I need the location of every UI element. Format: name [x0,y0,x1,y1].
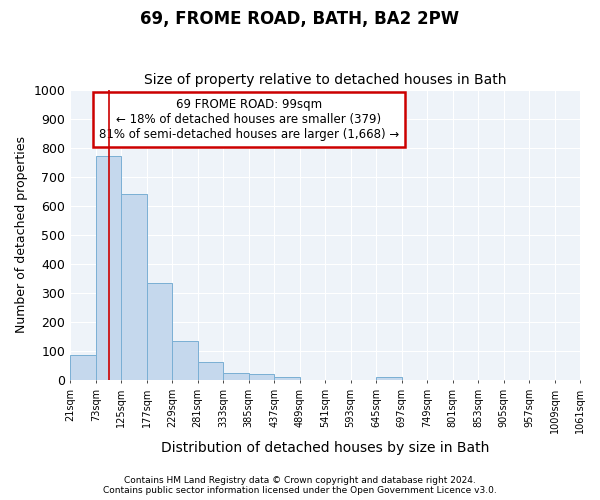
Y-axis label: Number of detached properties: Number of detached properties [15,136,28,333]
Text: Contains HM Land Registry data © Crown copyright and database right 2024.
Contai: Contains HM Land Registry data © Crown c… [103,476,497,495]
Bar [198,362,223,380]
X-axis label: Distribution of detached houses by size in Bath: Distribution of detached houses by size … [161,441,490,455]
Title: Size of property relative to detached houses in Bath: Size of property relative to detached ho… [144,73,506,87]
Bar [147,282,172,380]
Bar [70,355,96,380]
Bar [172,340,198,380]
Text: 69 FROME ROAD: 99sqm
← 18% of detached houses are smaller (379)
81% of semi-deta: 69 FROME ROAD: 99sqm ← 18% of detached h… [98,98,399,142]
Bar [248,374,274,380]
Bar [96,156,121,380]
Bar [376,377,401,380]
Bar [121,194,147,380]
Bar [223,372,248,380]
Text: 69, FROME ROAD, BATH, BA2 2PW: 69, FROME ROAD, BATH, BA2 2PW [140,10,460,28]
Bar [274,377,299,380]
